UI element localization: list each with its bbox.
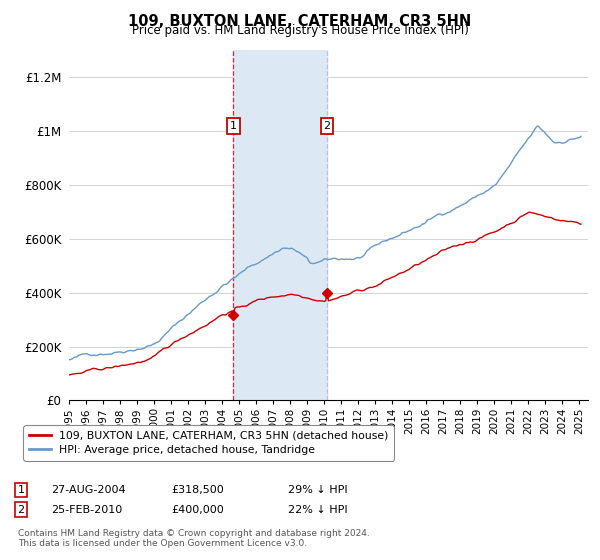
Text: £400,000: £400,000 [171,505,224,515]
Text: Contains HM Land Registry data © Crown copyright and database right 2024.: Contains HM Land Registry data © Crown c… [18,529,370,538]
Bar [233,50,327,400]
Text: 25-FEB-2010: 25-FEB-2010 [51,505,122,515]
Text: 109, BUXTON LANE, CATERHAM, CR3 5HN: 109, BUXTON LANE, CATERHAM, CR3 5HN [128,14,472,29]
Text: 1: 1 [17,485,25,495]
Text: 1: 1 [230,121,237,131]
Text: 27-AUG-2004: 27-AUG-2004 [51,485,125,495]
Text: Price paid vs. HM Land Registry's House Price Index (HPI): Price paid vs. HM Land Registry's House … [131,24,469,36]
Text: £318,500: £318,500 [171,485,224,495]
Text: This data is licensed under the Open Government Licence v3.0.: This data is licensed under the Open Gov… [18,539,307,548]
Text: 29% ↓ HPI: 29% ↓ HPI [288,485,347,495]
Text: 22% ↓ HPI: 22% ↓ HPI [288,505,347,515]
Legend: 109, BUXTON LANE, CATERHAM, CR3 5HN (detached house), HPI: Average price, detach: 109, BUXTON LANE, CATERHAM, CR3 5HN (det… [23,426,394,460]
Text: 2: 2 [323,121,331,131]
Text: 2: 2 [17,505,25,515]
